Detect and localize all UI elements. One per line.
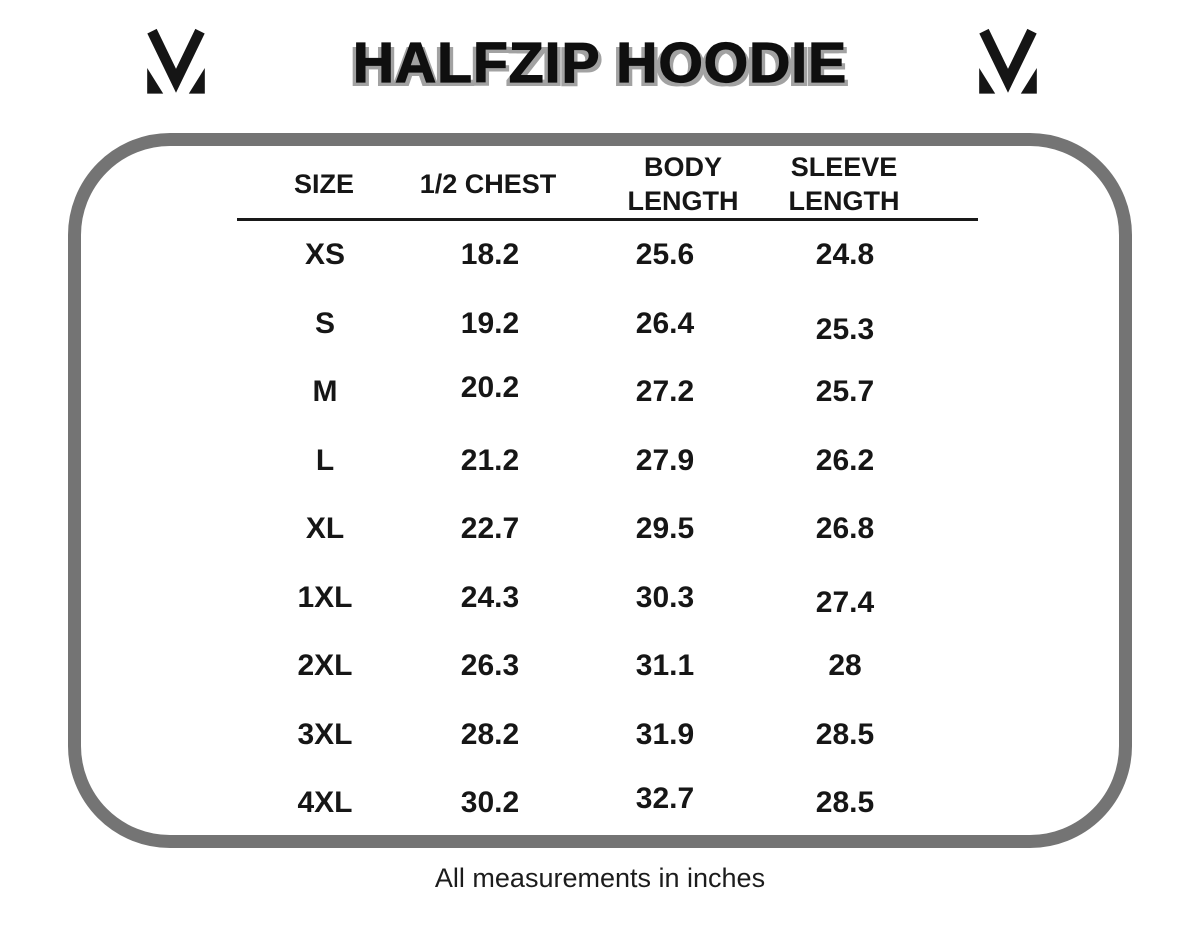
chest-cell: 24.3 (460, 580, 520, 614)
column-header-sleeve-length: SLEEVE LENGTH (788, 152, 900, 216)
sleeve-cell: 26.2 (815, 443, 875, 477)
body-cell: 27.2 (635, 375, 695, 409)
size-table: SIZE 1/2 CHEST BODY LENGTH SLEEVE LENGTH… (237, 150, 978, 838)
column-header-size: SIZE (293, 169, 355, 199)
chest-cell: 21.2 (460, 443, 520, 477)
size-cell: 1XL (297, 580, 353, 614)
sleeve-cell: 28.5 (815, 786, 875, 820)
table-row: S 19.2 26.4 25.3 (237, 290, 978, 359)
chest-cell: 22.7 (460, 512, 520, 546)
sleeve-cell: 25.7 (815, 375, 875, 409)
body-cell: 32.7 (635, 782, 695, 816)
table-row: 1XL 24.3 30.3 27.4 (237, 564, 978, 633)
sleeve-cell: 27.4 (815, 585, 875, 619)
size-cell: 2XL (297, 649, 353, 683)
body-cell: 29.5 (635, 512, 695, 546)
brand-logo-right (968, 26, 1048, 102)
sleeve-cell: 28.5 (815, 717, 875, 751)
table-row: XS 18.2 25.6 24.8 (237, 221, 978, 290)
chest-cell: 26.3 (460, 649, 520, 683)
column-header-chest: 1/2 CHEST (419, 169, 557, 199)
table-row: XL 22.7 29.5 26.8 (237, 495, 978, 564)
body-cell: 31.1 (635, 649, 695, 683)
chest-cell: 19.2 (460, 306, 520, 340)
table-body: XS 18.2 25.6 24.8 S 19.2 26.4 25.3 M 20.… (237, 221, 978, 838)
chest-cell: 18.2 (460, 238, 520, 272)
measurements-note: All measurements in inches (434, 863, 766, 893)
page-title: HALFZIP HOODIE (352, 30, 848, 95)
chest-cell: 30.2 (460, 786, 520, 820)
table-row: L 21.2 27.9 26.2 (237, 427, 978, 496)
brand-logo-left (136, 26, 216, 102)
size-cell: 4XL (297, 786, 353, 820)
sleeve-cell: 25.3 (815, 312, 875, 346)
body-cell: 25.6 (635, 238, 695, 272)
mv-monogram-icon (979, 28, 1037, 94)
table-row: 3XL 28.2 31.9 28.5 (237, 701, 978, 770)
body-cell: 30.3 (635, 580, 695, 614)
chest-cell: 20.2 (460, 371, 520, 405)
body-cell: 31.9 (635, 717, 695, 751)
column-header-body-length: BODY LENGTH (627, 152, 739, 216)
sleeve-cell: 26.8 (815, 512, 875, 546)
size-cell: 3XL (297, 717, 353, 751)
chart-frame-border (68, 133, 1132, 848)
table-row: M 20.2 27.2 25.7 (237, 358, 978, 427)
sleeve-cell: 28 (828, 649, 862, 683)
body-cell: 27.9 (635, 443, 695, 477)
size-cell: XS (304, 238, 346, 272)
body-cell: 26.4 (635, 306, 695, 340)
size-cell: S (314, 306, 336, 340)
size-cell: M (312, 375, 338, 409)
table-row: 4XL 30.2 32.7 28.5 (237, 769, 978, 838)
table-row: 2XL 26.3 31.1 28 (237, 632, 978, 701)
mv-monogram-icon (147, 28, 205, 94)
chest-cell: 28.2 (460, 717, 520, 751)
sleeve-cell: 24.8 (815, 238, 875, 272)
size-cell: XL (305, 512, 345, 546)
table-header-row: SIZE 1/2 CHEST BODY LENGTH SLEEVE LENGTH (237, 150, 978, 221)
size-cell: L (315, 443, 335, 477)
